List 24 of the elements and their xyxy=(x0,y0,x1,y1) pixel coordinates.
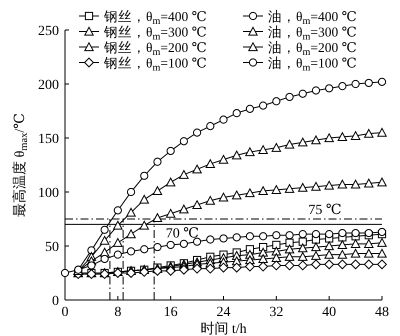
legend-label: 钢丝，θ$_{m}$=200 ℃ xyxy=(104,40,207,58)
y-tick-label: 150 xyxy=(38,132,59,147)
y-tick-label: 50 xyxy=(45,240,59,255)
y-tick-label: 100 xyxy=(38,186,59,201)
ref-line-label: 70 ℃ xyxy=(166,226,199,242)
legend-label: 钢丝，θ$_{m}$=100 ℃ xyxy=(103,56,207,73)
ref-line-label: 75 ℃ xyxy=(308,203,342,218)
legend-label: 油，θ$_{m}$=400 ℃ xyxy=(268,9,357,26)
legend-label: 油，θ$_{m}$=300 ℃ xyxy=(268,24,357,42)
legend-label: 钢丝，θ$_{m}$=400 ℃ xyxy=(104,9,207,26)
x-axis-title: 时间 t/h xyxy=(200,321,247,336)
x-tick-label: 0 xyxy=(62,305,68,320)
legend-label: 油，θ$_{m}$=200 ℃ xyxy=(268,40,357,58)
x-tick-label: 16 xyxy=(164,305,178,320)
legend-label: 油，θ$_{m}$=100 ℃ xyxy=(268,56,357,73)
x-tick-label: 32 xyxy=(269,305,284,320)
x-tick-label: 24 xyxy=(216,305,230,320)
x-tick-label: 48 xyxy=(375,305,389,320)
y-tick-label: 250 xyxy=(38,24,59,39)
x-tick-label: 8 xyxy=(114,305,122,320)
x-tick-label: 40 xyxy=(322,305,336,320)
y-tick-label: 200 xyxy=(38,78,59,93)
legend-label: 钢丝，θ$_{m}$=300 ℃ xyxy=(104,24,207,42)
y-tick-label: 0 xyxy=(52,294,59,309)
